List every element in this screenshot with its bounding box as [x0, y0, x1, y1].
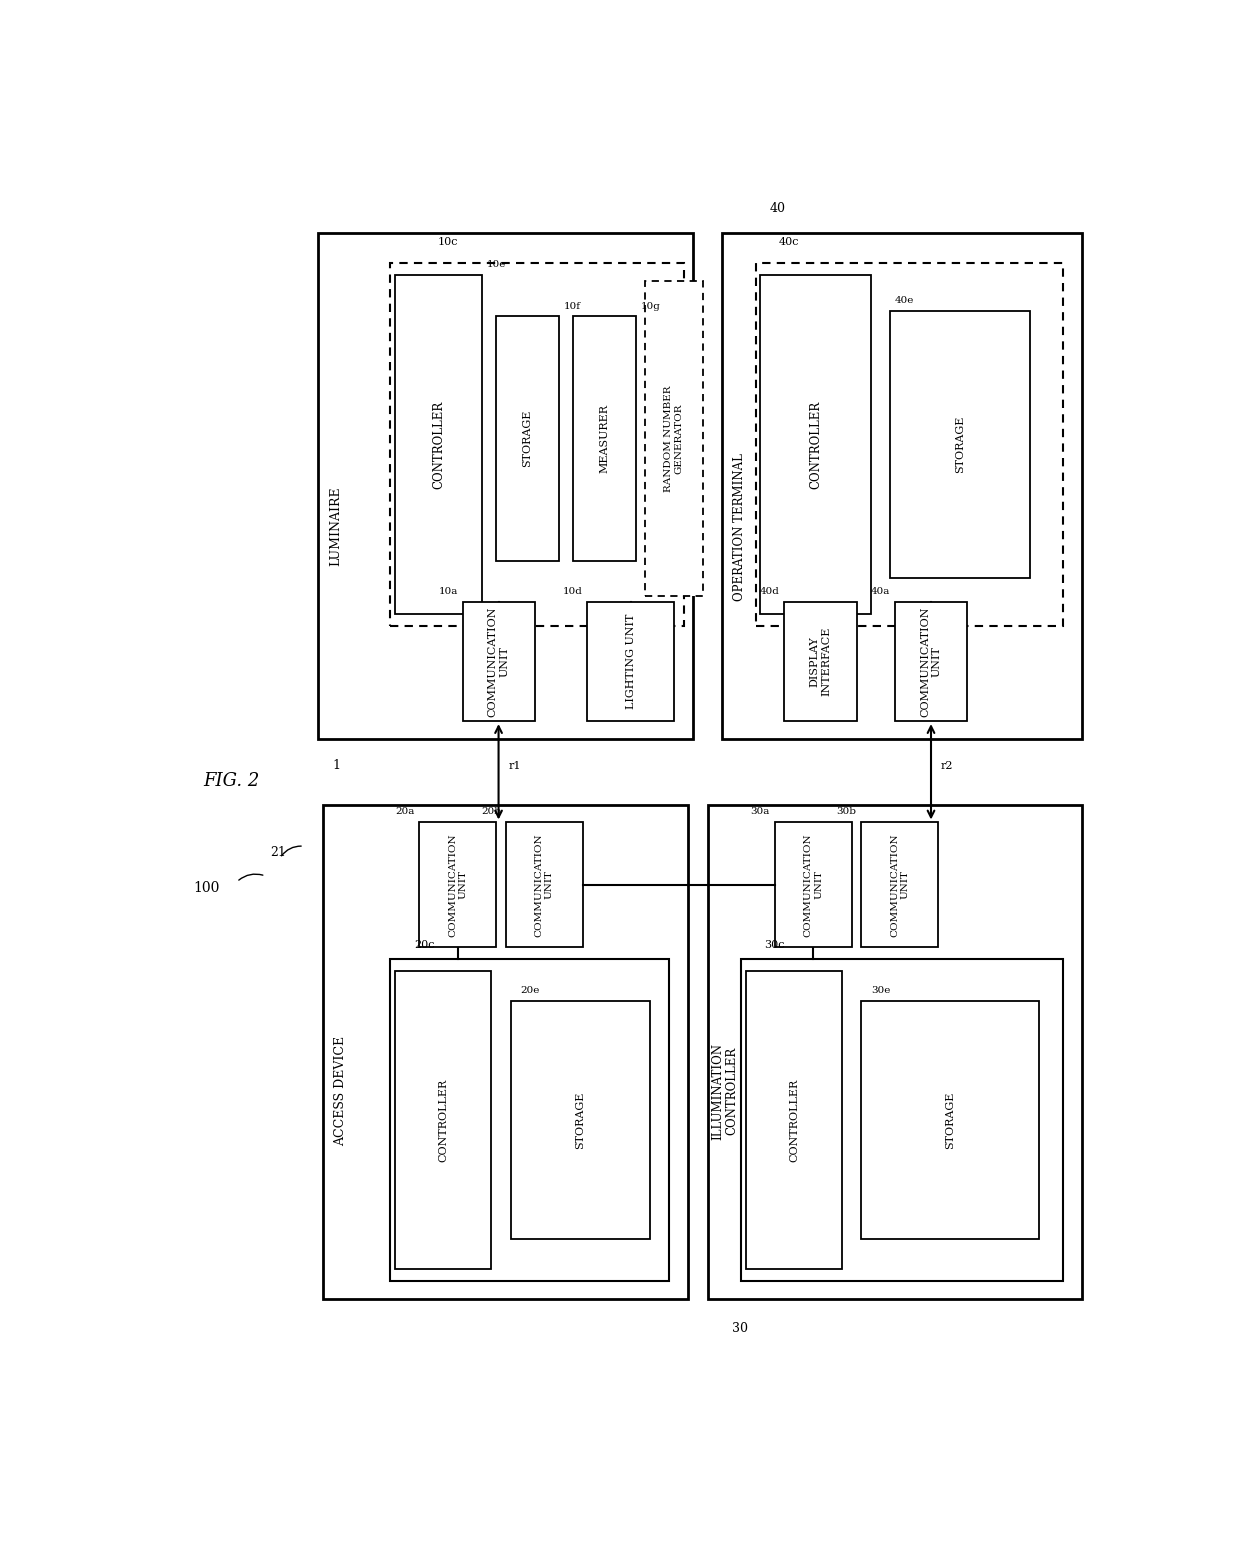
Text: RANDOM NUMBER
GENERATOR: RANDOM NUMBER GENERATOR	[665, 385, 683, 492]
Bar	[396, 971, 491, 1269]
Bar	[775, 822, 852, 948]
Text: 30c: 30c	[765, 940, 785, 949]
Text: COMMUNICATION
UNIT: COMMUNICATION UNIT	[534, 833, 554, 937]
Text: 30a: 30a	[750, 807, 770, 816]
Bar	[862, 1000, 1039, 1238]
Text: 100: 100	[193, 881, 219, 895]
Text: 10e: 10e	[486, 260, 506, 269]
Text: STORAGE: STORAGE	[955, 416, 965, 473]
Text: 40c: 40c	[779, 238, 800, 247]
Bar	[895, 601, 967, 720]
Bar	[419, 822, 496, 948]
Text: STORAGE: STORAGE	[575, 1091, 585, 1149]
Text: 30: 30	[732, 1322, 748, 1334]
Text: r2: r2	[941, 761, 954, 771]
Text: STORAGE: STORAGE	[522, 410, 532, 467]
Text: COMMUNICATION
UNIT: COMMUNICATION UNIT	[804, 833, 823, 937]
Bar	[645, 281, 703, 597]
Text: CONTROLLER: CONTROLLER	[810, 400, 822, 489]
Text: STORAGE: STORAGE	[945, 1091, 955, 1149]
Text: COMMUNICATION
UNIT: COMMUNICATION UNIT	[890, 833, 909, 937]
Text: 20e: 20e	[521, 986, 539, 996]
Bar	[324, 804, 688, 1299]
Text: 21: 21	[270, 846, 286, 858]
Bar	[742, 959, 1063, 1280]
Bar	[396, 275, 481, 614]
Bar	[506, 822, 583, 948]
Text: 40: 40	[770, 203, 786, 215]
Text: 40e: 40e	[895, 295, 914, 305]
Text: 40a: 40a	[870, 587, 890, 597]
Bar	[511, 1000, 650, 1238]
Text: OPERATION TERMINAL: OPERATION TERMINAL	[733, 453, 745, 600]
Text: 10d: 10d	[563, 587, 583, 597]
Text: CONTROLLER: CONTROLLER	[438, 1079, 449, 1161]
Text: MEASURER: MEASURER	[599, 404, 609, 473]
Text: ACCESS DEVICE: ACCESS DEVICE	[334, 1036, 347, 1146]
Bar	[708, 804, 1083, 1299]
Text: CONTROLLER: CONTROLLER	[789, 1079, 799, 1161]
Bar	[391, 263, 683, 626]
Text: 1: 1	[332, 759, 341, 771]
Text: 10g: 10g	[640, 301, 660, 311]
Bar	[760, 275, 870, 614]
Bar	[785, 601, 857, 720]
Text: 20a: 20a	[396, 807, 414, 816]
Text: 10f: 10f	[563, 301, 580, 311]
Bar	[746, 971, 842, 1269]
Text: 20c: 20c	[414, 940, 434, 949]
Text: LIGHTING UNIT: LIGHTING UNIT	[626, 614, 636, 710]
Bar	[319, 233, 693, 739]
Text: 30b: 30b	[837, 807, 857, 816]
Text: 10a: 10a	[439, 587, 458, 597]
Bar	[862, 822, 939, 948]
Text: ILLUMINATION
CONTROLLER: ILLUMINATION CONTROLLER	[711, 1042, 739, 1139]
Text: r1: r1	[508, 761, 521, 771]
Text: CONTROLLER: CONTROLLER	[432, 400, 445, 489]
Text: 30e: 30e	[870, 986, 890, 996]
Text: COMMUNICATION
UNIT: COMMUNICATION UNIT	[920, 606, 942, 717]
Bar	[755, 263, 1063, 626]
Bar	[496, 317, 558, 561]
Text: COMMUNICATION
UNIT: COMMUNICATION UNIT	[448, 833, 467, 937]
Bar	[722, 233, 1083, 739]
Text: 40d: 40d	[760, 587, 780, 597]
Text: 10c: 10c	[438, 238, 459, 247]
Text: 20b: 20b	[481, 807, 501, 816]
Bar	[573, 317, 636, 561]
Bar	[890, 311, 1029, 578]
Text: LUMINAIRE: LUMINAIRE	[329, 487, 342, 566]
Bar	[588, 601, 675, 720]
Text: DISPLAY
INTERFACE: DISPLAY INTERFACE	[810, 628, 831, 696]
Text: COMMUNICATION
UNIT: COMMUNICATION UNIT	[487, 606, 510, 717]
Bar	[391, 959, 670, 1280]
Bar	[463, 601, 534, 720]
Text: FIG. 2: FIG. 2	[203, 771, 259, 790]
